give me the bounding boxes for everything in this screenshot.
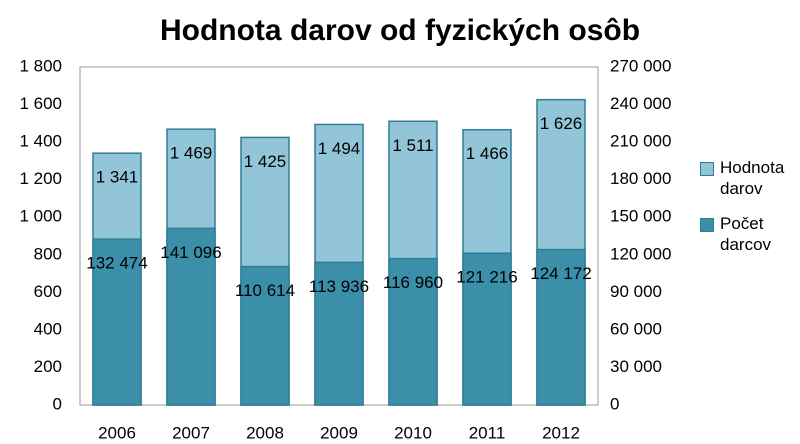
y-tick-label: 400 bbox=[34, 319, 62, 338]
bar bbox=[240, 265, 290, 406]
legend-label: Počet darcov bbox=[720, 214, 772, 254]
y-tick-label: 1 000 bbox=[19, 207, 62, 226]
y2-tick-label: 90 000 bbox=[610, 282, 662, 301]
y2-tick-label: 30 000 bbox=[610, 357, 662, 376]
legend: Hodnota darov Počet darcov bbox=[700, 157, 790, 269]
bar bbox=[314, 261, 364, 406]
bar bbox=[536, 248, 586, 406]
y-tick-label: 1 600 bbox=[19, 94, 62, 113]
data-label: 1 511 bbox=[392, 136, 433, 155]
x-tick-label: 2010 bbox=[394, 423, 432, 442]
data-label: 1 341 bbox=[96, 168, 139, 187]
bar bbox=[92, 238, 142, 406]
y2-tick-label: 120 000 bbox=[610, 244, 671, 263]
y2-tick-label: 180 000 bbox=[610, 169, 671, 188]
legend-item: Hodnota darov bbox=[700, 157, 790, 199]
y2-tick-label: 0 bbox=[610, 394, 619, 413]
data-label: 124 172 bbox=[530, 264, 591, 283]
data-label: 116 960 bbox=[383, 273, 443, 292]
x-tick-label: 2012 bbox=[542, 423, 580, 442]
y2-tick-label: 60 000 bbox=[610, 319, 662, 338]
x-tick-label: 2006 bbox=[98, 423, 136, 442]
data-label: 1 494 bbox=[318, 139, 361, 158]
x-tick-label: 2011 bbox=[469, 423, 506, 442]
data-label: 121 216 bbox=[456, 268, 517, 287]
y-tick-label: 1 800 bbox=[19, 56, 62, 75]
y2-tick-label: 270 000 bbox=[610, 56, 671, 75]
data-label: 1 466 bbox=[466, 144, 509, 163]
legend-item: Počet darcov bbox=[700, 213, 790, 255]
y2-tick-label: 240 000 bbox=[610, 94, 671, 113]
y-tick-label: 1 400 bbox=[19, 132, 62, 151]
legend-swatch bbox=[700, 162, 714, 176]
x-tick-label: 2009 bbox=[320, 423, 358, 442]
data-label: 1 626 bbox=[540, 114, 583, 133]
data-label: 110 614 bbox=[235, 281, 295, 300]
legend-label: Hodnota darov bbox=[720, 158, 785, 198]
y-tick-label: 200 bbox=[34, 357, 62, 376]
y-tick-label: 600 bbox=[34, 282, 62, 301]
y-tick-label: 1 200 bbox=[19, 169, 62, 188]
bar bbox=[166, 227, 216, 406]
y-tick-label: 0 bbox=[53, 394, 62, 413]
y-tick-label: 800 bbox=[34, 244, 62, 263]
data-label: 132 474 bbox=[86, 254, 147, 273]
bar bbox=[388, 257, 438, 406]
bar bbox=[462, 252, 512, 406]
legend-swatch bbox=[700, 218, 714, 232]
x-tick-label: 2007 bbox=[172, 423, 210, 442]
data-label: 141 096 bbox=[160, 243, 221, 262]
y2-tick-label: 150 000 bbox=[610, 207, 671, 226]
data-label: 1 469 bbox=[170, 144, 213, 163]
x-tick-label: 2008 bbox=[246, 423, 284, 442]
data-label: 1 425 bbox=[244, 152, 287, 171]
chart-title: Hodnota darov od fyzických osôb bbox=[160, 14, 640, 47]
y2-tick-label: 210 000 bbox=[610, 132, 671, 151]
data-label: 113 936 bbox=[309, 277, 369, 296]
